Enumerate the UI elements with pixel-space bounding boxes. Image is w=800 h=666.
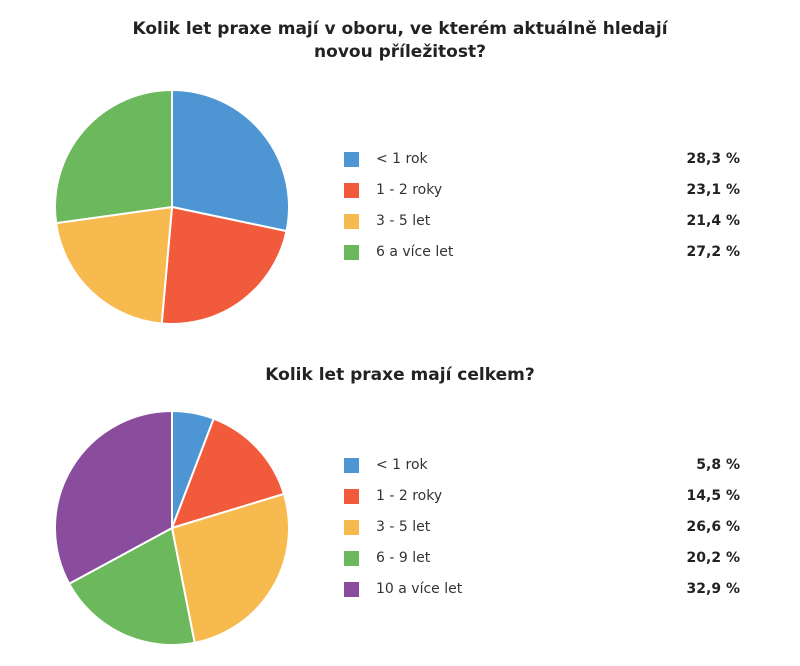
chart-experience-total: Kolik let praxe mají celkem? < 1 rok 5,8 … [0, 340, 800, 666]
legend-value: 21,4 % [686, 213, 740, 229]
legend-item: 10 a více let 32,9 % [344, 578, 740, 609]
pie-slice-3 [55, 206, 173, 325]
legend-label: 1 - 2 roky [376, 488, 443, 504]
legend-item: 3 - 5 let 26,6 % [344, 516, 740, 547]
legend-item: < 1 rok 28,3 % [344, 148, 740, 179]
legend-item: < 1 rok 5,8 % [344, 454, 740, 485]
legend-item: 6 - 9 let 20,2 % [344, 547, 740, 578]
legend-swatch [344, 152, 359, 167]
pie-slice-3 [171, 492, 291, 644]
pie-chart [54, 410, 291, 646]
legend-value: 27,2 % [686, 244, 740, 260]
legend-swatch [344, 520, 359, 535]
legend-label: 10 a více let [376, 581, 463, 597]
pie-slice-2 [171, 417, 285, 529]
pie-chart [54, 89, 290, 325]
legend-item: 3 - 5 let 21,4 % [344, 210, 740, 241]
legend-item: 1 - 2 roky 14,5 % [344, 485, 740, 516]
pie-slice-2 [160, 206, 288, 325]
pie-slice-5 [54, 410, 173, 585]
legend-value: 26,6 % [686, 519, 740, 535]
chart-legend: < 1 rok 28,3 % 1 - 2 roky 23,1 % 3 - 5 let 21… [344, 148, 740, 272]
legend-value: 20,2 % [686, 550, 740, 566]
legend-value: 28,3 % [686, 151, 740, 167]
legend-label: < 1 rok [376, 457, 428, 473]
pie-slice-1 [171, 89, 290, 233]
legend-value: 5,8 % [696, 457, 740, 473]
legend-swatch [344, 458, 359, 473]
legend-item: 1 - 2 roky 23,1 % [344, 179, 740, 210]
chart-title: Kolik let praxe mají celkem? [265, 365, 535, 385]
chart-legend: < 1 rok 5,8 % 1 - 2 roky 14,5 % 3 - 5 let 26,… [344, 454, 740, 609]
legend-swatch [344, 245, 359, 260]
pie-slice-4 [68, 527, 196, 646]
legend-swatch [344, 183, 359, 198]
chart-experience-in-field: Kolik let praxe mají v oboru, ve kterém … [54, 19, 740, 325]
legend-label: 3 - 5 let [376, 213, 431, 229]
pie-slice-4 [54, 89, 173, 225]
legend-swatch [344, 214, 359, 229]
legend-value: 14,5 % [686, 488, 740, 504]
chart-title: Kolik let praxe mají v oboru, ve kterém … [132, 19, 668, 62]
legend-label: < 1 rok [376, 151, 428, 167]
legend-value: 32,9 % [686, 581, 740, 597]
legend-value: 23,1 % [686, 182, 740, 198]
legend-swatch [344, 489, 359, 504]
legend-swatch [344, 551, 359, 566]
legend-swatch [344, 582, 359, 597]
legend-label: 1 - 2 roky [376, 182, 443, 198]
legend-label: 6 a více let [376, 244, 454, 260]
legend-label: 3 - 5 let [376, 519, 431, 535]
legend-label: 6 - 9 let [376, 550, 431, 566]
legend-item: 6 a více let 27,2 % [344, 241, 740, 272]
